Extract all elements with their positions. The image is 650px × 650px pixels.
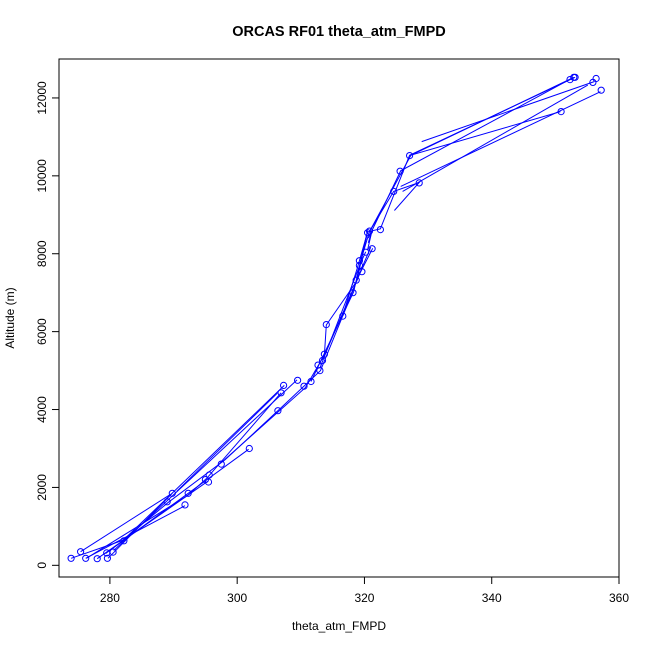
data-point — [318, 356, 327, 365]
y-tick-label: 8000 — [35, 240, 49, 267]
data-point — [280, 381, 288, 389]
x-tick-label: 280 — [100, 591, 120, 605]
data-point — [245, 444, 253, 453]
series-line-segment — [410, 76, 575, 157]
y-tick-label: 4000 — [35, 396, 49, 423]
data-point — [120, 537, 128, 545]
data-point — [355, 257, 363, 265]
data-point — [274, 407, 282, 415]
data-point — [168, 489, 176, 497]
data-point — [300, 382, 308, 390]
data-point — [592, 74, 600, 83]
data-point — [77, 548, 85, 556]
series-line-segment — [122, 385, 285, 542]
data-point — [322, 321, 330, 329]
series-line-segment — [402, 84, 589, 192]
data-point — [316, 367, 324, 375]
x-axis-label: theta_atm_FMPD — [292, 619, 386, 633]
data-point — [67, 554, 75, 562]
series-line-segment — [359, 181, 421, 264]
x-tick-label: 340 — [482, 591, 502, 605]
data-point — [294, 376, 302, 384]
data-point — [571, 73, 579, 81]
data-point — [355, 261, 363, 269]
data-point — [415, 179, 423, 187]
y-axis-label: Altitude (m) — [3, 287, 17, 348]
data-point — [339, 312, 347, 320]
data-point — [358, 268, 366, 276]
data-point — [396, 167, 404, 175]
series-line-segment — [421, 81, 595, 143]
y-axis: 0 2000 4000 6000 8000 10000 12000 — [35, 81, 60, 569]
data-point — [204, 478, 213, 486]
data-point — [277, 389, 285, 397]
data-point — [307, 377, 315, 386]
data-point — [557, 108, 565, 116]
data-point — [103, 554, 112, 562]
data-point — [406, 152, 414, 160]
data-point — [365, 227, 374, 235]
data-point — [93, 555, 101, 563]
y-tick-label: 2000 — [35, 474, 49, 501]
data-point — [217, 460, 225, 468]
x-tick-label: 320 — [354, 591, 374, 605]
data-point — [184, 489, 192, 497]
data-point — [82, 554, 90, 562]
data-point — [362, 248, 370, 256]
data-point — [205, 471, 213, 479]
y-tick-label: 6000 — [35, 318, 49, 345]
y-tick-label: 12000 — [35, 81, 49, 115]
data-point — [181, 501, 189, 509]
chart-title: ORCAS RF01 theta_atm_FMPD — [232, 24, 446, 40]
data-point — [368, 245, 376, 253]
series-lines — [70, 76, 601, 560]
series-line-segment — [176, 392, 278, 492]
data-point — [352, 276, 360, 284]
data-point — [163, 498, 171, 506]
series-points — [67, 73, 605, 563]
data-point — [364, 229, 372, 237]
series-line-segment — [80, 493, 171, 553]
data-point — [320, 350, 328, 358]
data-point — [109, 548, 117, 556]
series-line-segment — [400, 91, 601, 187]
data-point — [349, 289, 357, 297]
series-line-segment — [113, 379, 298, 551]
x-axis: 280 300 320 340 360 — [100, 576, 629, 605]
data-point — [597, 86, 605, 94]
y-tick-label: 0 — [35, 562, 49, 569]
data-point — [390, 187, 398, 195]
data-point — [376, 226, 384, 234]
y-tick-label: 10000 — [35, 159, 49, 193]
x-tick-label: 360 — [609, 591, 629, 605]
x-tick-label: 300 — [227, 591, 247, 605]
